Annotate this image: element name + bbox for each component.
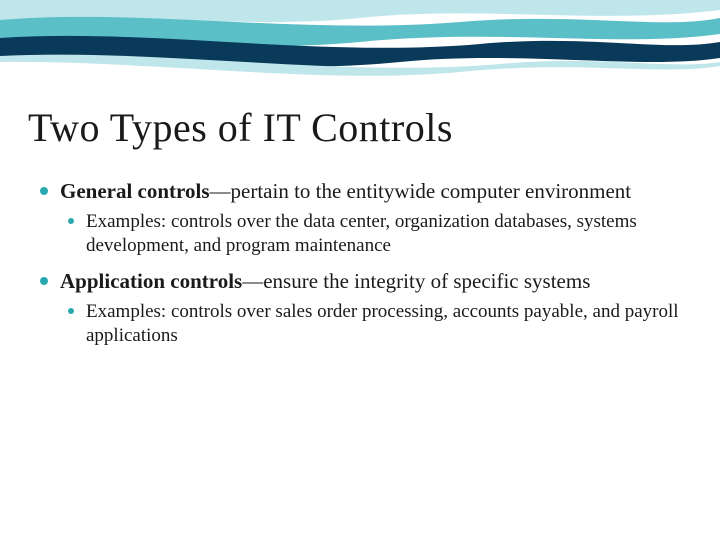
bullet-sub-item: Examples: controls over the data center,… xyxy=(68,210,680,258)
bullet-dot-icon xyxy=(40,178,60,195)
slide: Two Types of IT Controls General control… xyxy=(0,0,720,540)
bullet-item: General controls—pertain to the entitywi… xyxy=(40,178,680,204)
bullet-bold: General controls xyxy=(60,179,210,203)
bullet-sub-text: Examples: controls over sales order proc… xyxy=(86,300,680,348)
bullet-sub-text: Examples: controls over the data center,… xyxy=(86,210,680,258)
wave-decoration xyxy=(0,0,720,100)
bullet-sub-item: Examples: controls over sales order proc… xyxy=(68,300,680,348)
bullet-item: Application controls—ensure the integrit… xyxy=(40,268,680,294)
bullet-text: General controls—pertain to the entitywi… xyxy=(60,178,680,204)
wave-svg xyxy=(0,0,720,100)
bullet-dot-icon xyxy=(40,268,60,285)
slide-title: Two Types of IT Controls xyxy=(28,104,453,151)
bullet-rest: —ensure the integrity of specific system… xyxy=(242,269,590,293)
slide-body: General controls—pertain to the entitywi… xyxy=(40,178,680,358)
bullet-text: Application controls—ensure the integrit… xyxy=(60,268,680,294)
bullet-bold: Application controls xyxy=(60,269,242,293)
bullet-dot-icon xyxy=(68,210,86,224)
bullet-rest: —pertain to the entitywide computer envi… xyxy=(210,179,632,203)
bullet-dot-icon xyxy=(68,300,86,314)
